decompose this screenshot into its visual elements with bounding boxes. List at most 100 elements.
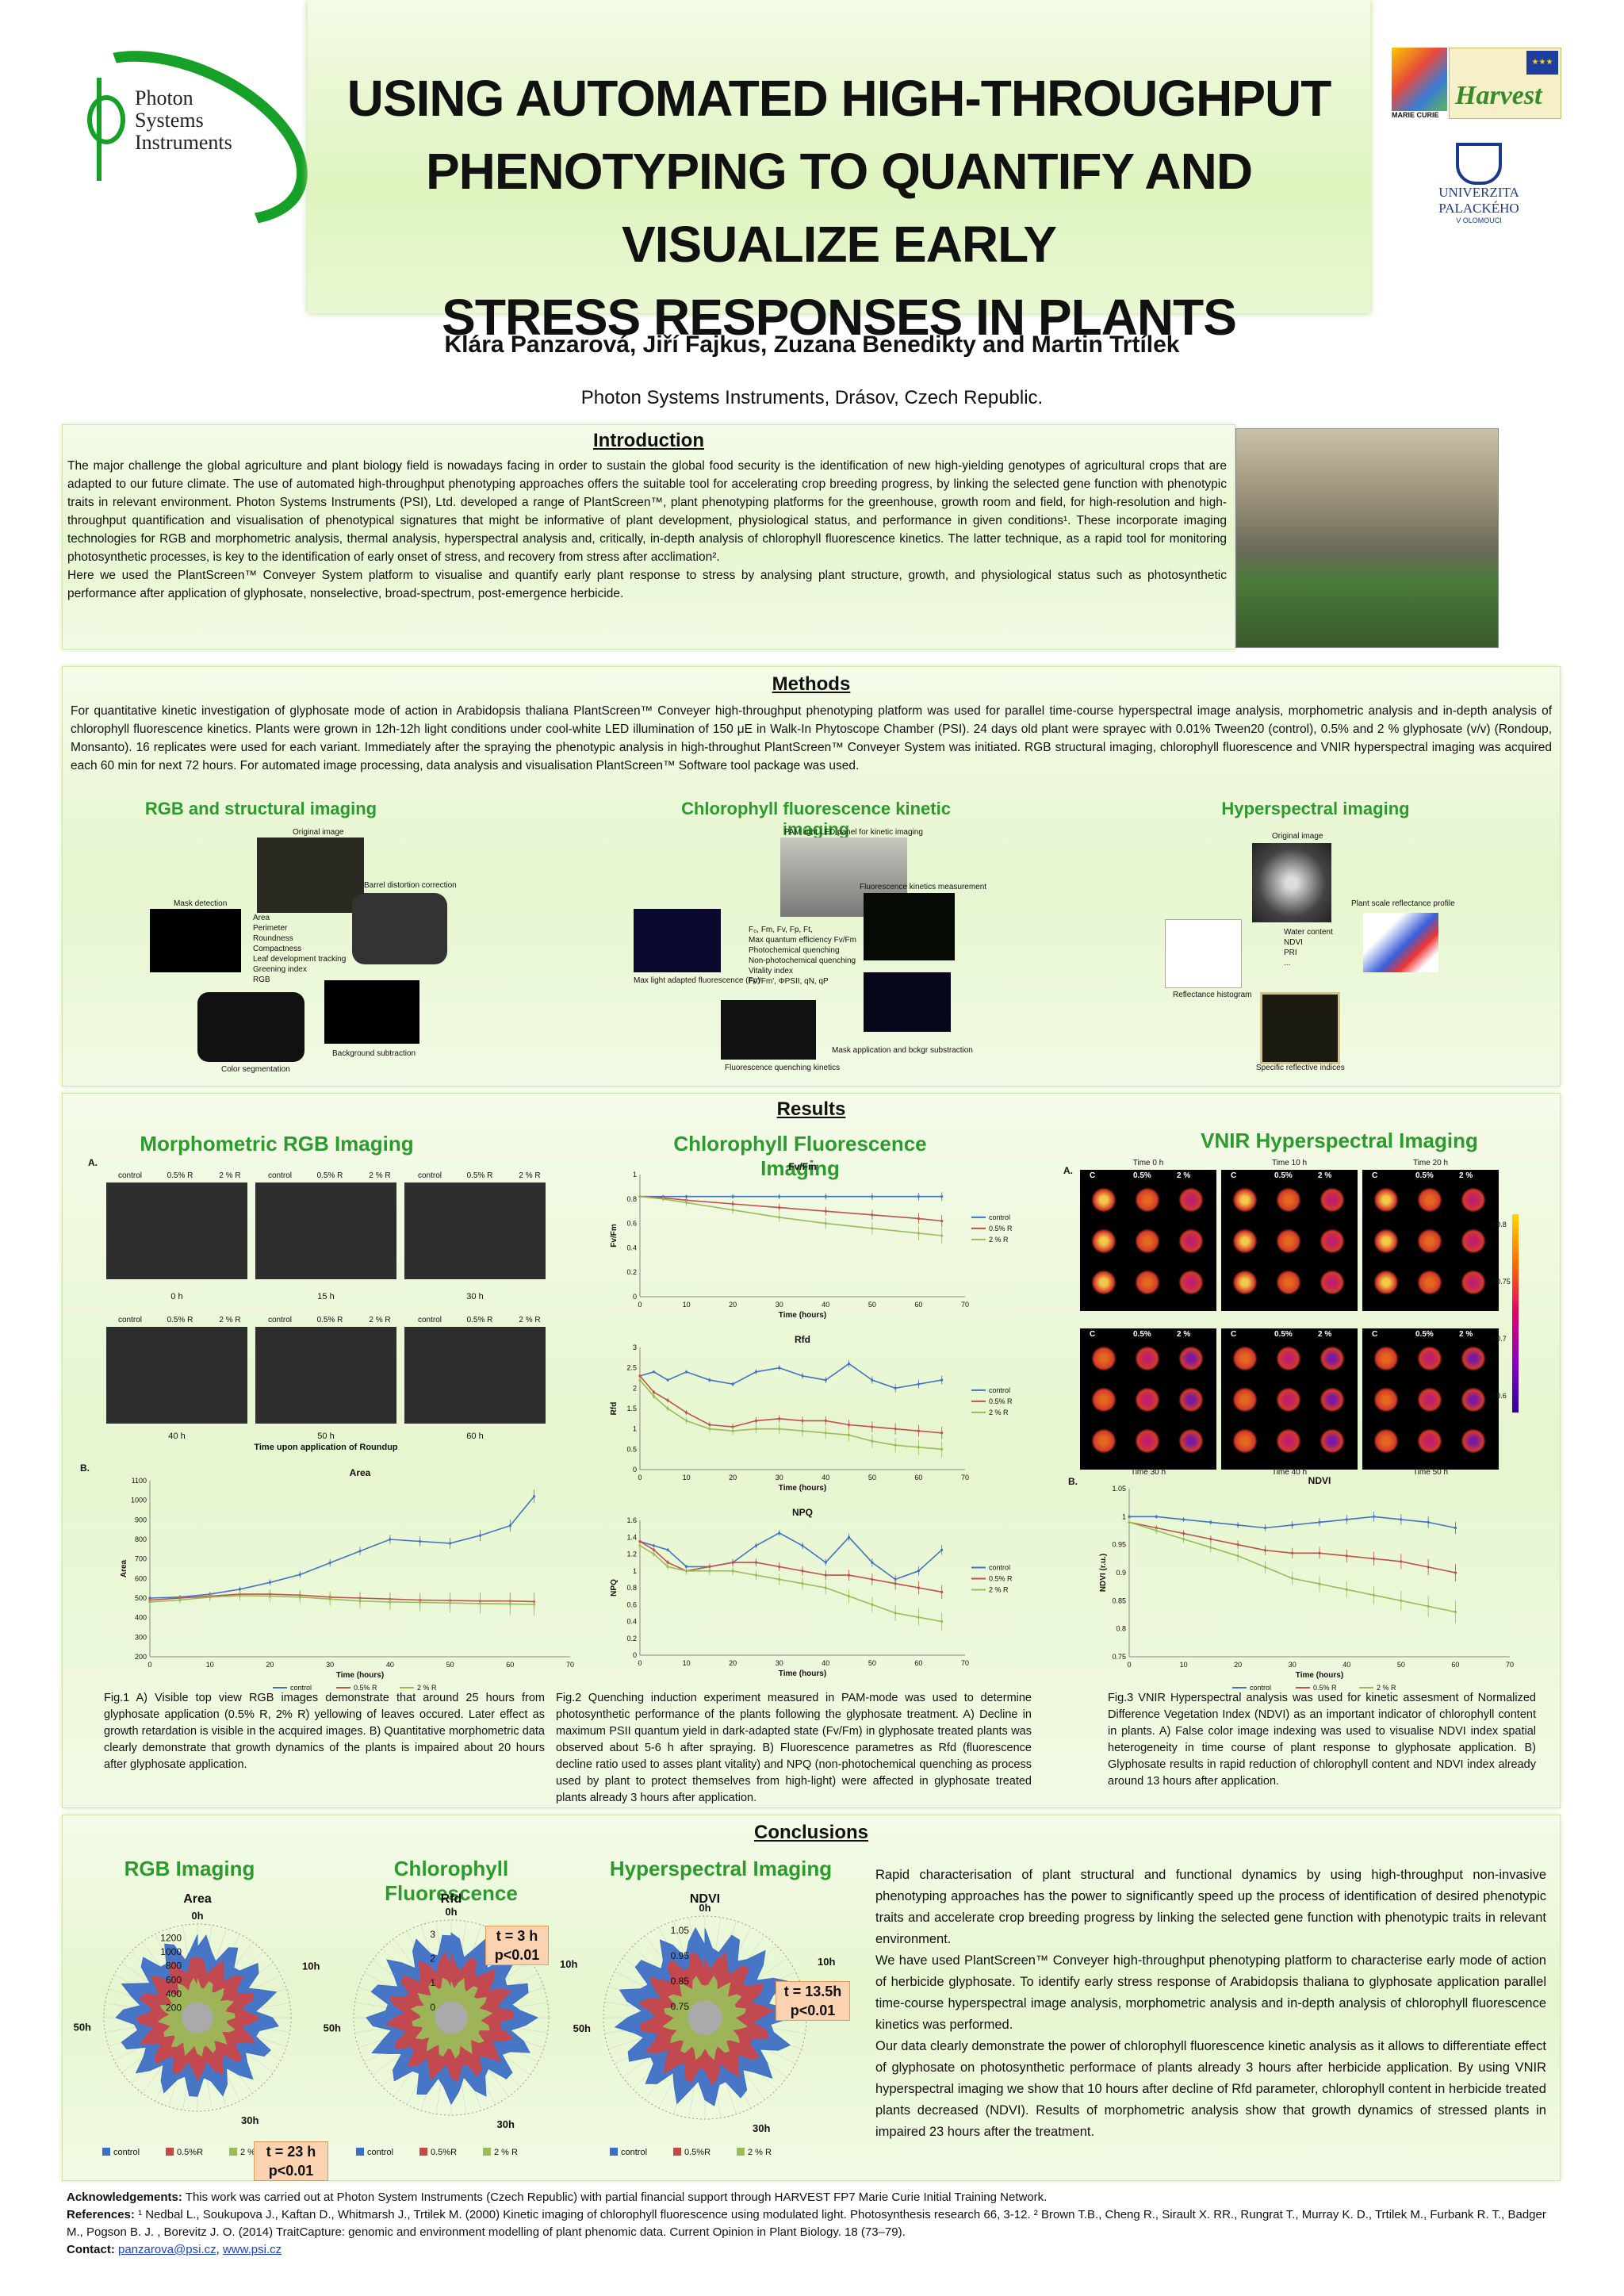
- vnir-panel-b: B.: [1068, 1476, 1078, 1487]
- panel-label-a: A.: [88, 1157, 98, 1168]
- vnir-plant: [1276, 1187, 1301, 1213]
- data-point: [1291, 1524, 1294, 1527]
- data-point: [1345, 1588, 1348, 1591]
- email-link[interactable]: panzarova@psi.cz: [118, 2243, 216, 2256]
- hs-original-label: Original image: [1272, 832, 1323, 841]
- data-point: [1263, 1566, 1267, 1569]
- vnir-time-label: Time 40 h: [1271, 1468, 1308, 1477]
- x-tick-label: 60: [914, 1301, 922, 1309]
- data-point: [917, 1382, 921, 1386]
- x-tick-label: 30: [1289, 1661, 1297, 1669]
- vnir-plant: [1135, 1428, 1160, 1454]
- x-tick-label: 50: [868, 1659, 876, 1667]
- y-tick-label: 500: [135, 1594, 147, 1602]
- data-point: [1182, 1531, 1185, 1535]
- data-point: [917, 1232, 921, 1235]
- x-tick-label: 20: [729, 1474, 737, 1481]
- data-point: [652, 1544, 656, 1547]
- rgb-barrel-label: Barrel distortion correction: [364, 881, 457, 890]
- data-point: [1291, 1551, 1294, 1554]
- data-point: [1236, 1554, 1239, 1558]
- vnir-plant: [1461, 1346, 1486, 1371]
- legend-label: control: [989, 1386, 1010, 1394]
- area-chart: Area 200 300 400 500 600 700 800 900 1000 1100 0 10 2…: [120, 1467, 574, 1692]
- callout-time: t = 23 h: [266, 2144, 316, 2160]
- vnir-column-label: 0.5%: [1274, 1171, 1293, 1180]
- cf-mask-image: [864, 972, 951, 1032]
- x-tick-label: 10: [683, 1659, 691, 1667]
- rgb-column-label: 0.5% R: [316, 1316, 343, 1324]
- significance-callout: t = 13.5h p<0.01: [776, 1981, 850, 2021]
- y-tick-label: 0.4: [626, 1618, 637, 1626]
- chart-title: NDVI: [1308, 1475, 1331, 1486]
- data-point: [1263, 1526, 1267, 1530]
- y-tick-label: 1: [633, 1425, 637, 1433]
- fig3-caption: Fig.3 VNIR Hyperspectral analysis was us…: [1108, 1692, 1536, 1788]
- x-tick-label: 30: [776, 1301, 783, 1309]
- data-point: [1454, 1610, 1457, 1614]
- cf-param: Max quantum efficiency Fv/Fm: [749, 936, 856, 945]
- vnir-image: C 0.5% 2 %: [1221, 1170, 1358, 1311]
- data-point: [708, 1423, 711, 1427]
- radar-tick-label: 3: [430, 1929, 435, 1940]
- vnir-title: VNIR Hyperspectral Imaging: [1201, 1129, 1478, 1152]
- data-point: [708, 1570, 711, 1573]
- hs-histogram-image: [1165, 919, 1242, 988]
- radar-legend-label: control: [621, 2148, 647, 2157]
- x-tick-label: 70: [961, 1301, 969, 1309]
- legend-label: control: [989, 1564, 1010, 1572]
- rgb-time: 50 h: [317, 1432, 335, 1441]
- data-point: [1209, 1520, 1212, 1524]
- data-point: [1400, 1599, 1403, 1602]
- data-point: [824, 1195, 827, 1198]
- x-axis-label: Time (hours): [779, 1484, 826, 1493]
- legend-label: 2 % R: [989, 1236, 1009, 1244]
- vnir-column-label: 2 %: [1177, 1330, 1191, 1339]
- data-point: [666, 1561, 669, 1564]
- data-point: [754, 1573, 758, 1577]
- vnir-plant: [1320, 1270, 1345, 1295]
- radar-axis-label: 0h: [699, 1902, 710, 1914]
- title-line-1: USING AUTOMATED HIGH-THROUGHPUT: [347, 70, 1332, 127]
- x-tick-label: 70: [961, 1474, 969, 1481]
- univerzita-line1: UNIVERZITA: [1438, 185, 1519, 200]
- rgb-time: 30 h: [466, 1292, 484, 1301]
- rgb-trait: Area: [253, 914, 270, 922]
- data-point: [778, 1216, 781, 1219]
- vnir-plant: [1091, 1387, 1116, 1412]
- data-point: [894, 1612, 897, 1615]
- data-point: [940, 1219, 944, 1223]
- fig1-caption: Fig.1 A) Visible top view RGB images dem…: [104, 1692, 545, 1771]
- vnir-plant: [1276, 1428, 1301, 1454]
- vnir-column-label: 2 %: [1318, 1330, 1332, 1339]
- rgb-column-label: 2 % R: [519, 1316, 541, 1324]
- y-tick-label: 600: [135, 1574, 147, 1582]
- data-point: [824, 1378, 827, 1382]
- x-tick-label: 60: [506, 1661, 514, 1669]
- hs-index: ...: [1284, 959, 1291, 968]
- web-link[interactable]: www.psi.cz: [222, 2243, 282, 2256]
- data-point: [824, 1209, 827, 1213]
- series-line: [149, 1595, 534, 1605]
- legend-label: 0.5% R: [354, 1684, 377, 1692]
- rgb-photo-60h: [404, 1327, 546, 1424]
- vnir-column-label: C: [1231, 1330, 1237, 1339]
- vnir-plant: [1417, 1346, 1442, 1371]
- cf-param: F₀, Fm, Fv, Fp, Ft,: [749, 926, 813, 934]
- ndvi-chart: NDVI 0.75 0.8 0.85 0.9 0.95 1 1.05 0 10 20 30 40 50 60…: [1099, 1475, 1514, 1692]
- x-tick-label: 50: [868, 1474, 876, 1481]
- data-point: [268, 1594, 272, 1598]
- data-point: [778, 1565, 781, 1569]
- rgb-time: 15 h: [317, 1292, 335, 1301]
- data-point: [894, 1582, 897, 1585]
- cf-param: Fv'/Fm', ΦPSII, qN, qP: [749, 977, 829, 986]
- radar-axis-label: 30h: [497, 2118, 515, 2130]
- radar-legend-swatch: [166, 2148, 174, 2156]
- vnir-column-label: 0.5%: [1415, 1330, 1434, 1339]
- data-point: [778, 1577, 781, 1581]
- legend-label: control: [989, 1213, 1010, 1221]
- radar-legend-swatch: [737, 2148, 745, 2156]
- series-line: [1128, 1521, 1456, 1573]
- radar-axis-label: 30h: [753, 2122, 770, 2134]
- y-tick-label: 0: [633, 1466, 637, 1474]
